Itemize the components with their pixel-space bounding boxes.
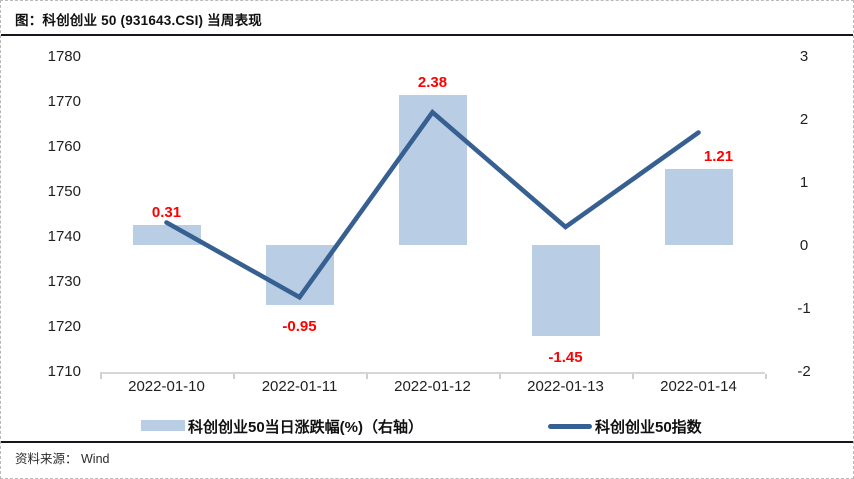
left-axis-tick: 1740 [47,228,81,245]
left-axis-tick: 1760 [47,138,81,155]
title-divider [1,34,853,36]
bar-data-label: 0.31 [151,204,182,222]
bar [531,245,600,337]
x-axis-label: 2022-01-12 [394,378,471,395]
footer-divider [1,441,853,443]
left-axis-tick: 1730 [47,273,81,290]
source-label: 资料来源： [15,452,78,466]
left-axis-tick: 1780 [47,48,81,65]
x-axis-label: 2022-01-10 [128,378,205,395]
right-axis-tick: -2 [797,363,811,380]
right-axis-tick: 1 [799,174,809,191]
chart-title: 图：科创创业 50 (931643.CSI) 当周表现 [15,13,262,28]
x-axis-label: 2022-01-13 [527,378,604,395]
left-axis-tick: 1720 [47,318,81,335]
left-axis-tick: 1770 [47,93,81,110]
bar [398,95,467,245]
x-axis-line [100,372,765,374]
x-axis-tick [100,374,102,379]
right-axis-tick: 2 [799,111,809,128]
x-axis-tick [366,374,368,379]
legend-bar-label: 科创创业50当日涨跌幅(%)（右轴） [188,419,424,436]
x-axis-label: 2022-01-14 [660,378,737,395]
bar-data-label: -0.95 [282,317,317,335]
right-axis-tick: -1 [797,300,811,317]
right-axis-tick: 0 [799,237,809,254]
bar-data-label: 2.38 [417,74,448,92]
x-axis-label: 2022-01-11 [261,378,338,395]
source-value: Wind [81,452,110,466]
bar-data-label: 1.21 [703,147,734,165]
bar-data-label: -1.45 [548,349,583,367]
index-line-path [164,108,701,301]
right-axis-tick: 3 [799,48,809,65]
x-axis-tick [632,374,634,379]
x-axis-tick [233,374,235,379]
legend-line-swatch [548,424,592,429]
x-axis-tick [499,374,501,379]
legend-line-label: 科创创业50指数 [595,419,702,436]
x-axis-tick [765,374,767,379]
bar [664,168,733,245]
legend-bar-swatch [141,420,185,431]
source-note: 资料来源： Wind [15,448,109,467]
left-axis-tick: 1750 [47,183,81,200]
left-axis-tick: 1710 [47,363,81,380]
